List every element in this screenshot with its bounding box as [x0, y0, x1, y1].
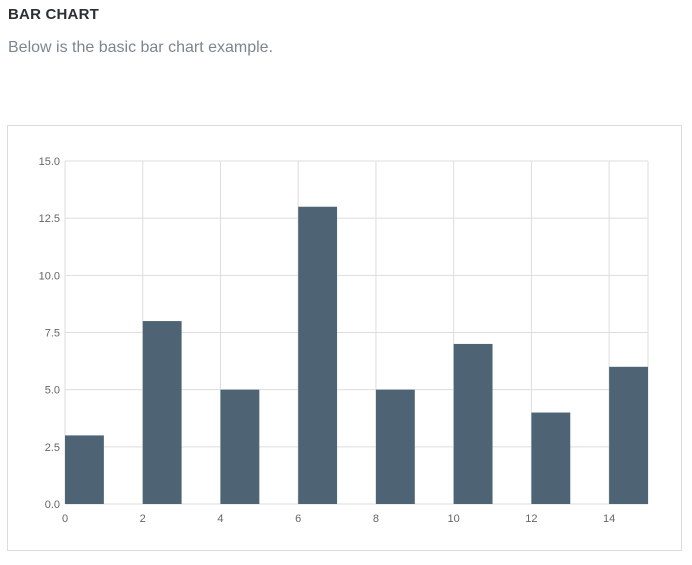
x-tick-label: 8: [373, 513, 379, 525]
x-axis-ticks: 0 2 4 6 8 10 12 14: [62, 513, 615, 525]
y-tick-label: 0.0: [45, 499, 60, 511]
x-tick-label: 6: [295, 513, 301, 525]
x-tick-label: 14: [603, 513, 615, 525]
bar: [143, 321, 182, 504]
page-subtitle: Below is the basic bar chart example.: [8, 39, 273, 57]
bar-chart: 0 2 4 6 8 10 12 14 0.0 2.5 5.0 7.5 10.0 12.5 15.0: [8, 126, 683, 552]
bar: [454, 344, 493, 504]
bar: [531, 413, 570, 504]
bar: [609, 367, 648, 504]
bar: [376, 390, 415, 504]
bars: [65, 207, 648, 504]
page-title: BAR CHART: [8, 6, 99, 23]
y-tick-label: 10.0: [39, 270, 60, 282]
y-tick-label: 12.5: [39, 213, 60, 225]
x-tick-label: 4: [217, 513, 223, 525]
y-tick-label: 2.5: [45, 442, 60, 454]
x-tick-label: 0: [62, 513, 68, 525]
bar: [298, 207, 337, 504]
chart-card: 0 2 4 6 8 10 12 14 0.0 2.5 5.0 7.5 10.0 12.5 15.0: [7, 125, 682, 551]
x-tick-label: 10: [448, 513, 460, 525]
bar: [65, 435, 104, 504]
y-tick-label: 5.0: [45, 385, 60, 397]
x-tick-label: 2: [140, 513, 146, 525]
y-axis-ticks: 0.0 2.5 5.0 7.5 10.0 12.5 15.0: [39, 156, 60, 511]
x-tick-label: 12: [525, 513, 537, 525]
y-tick-label: 15.0: [39, 156, 60, 168]
y-tick-label: 7.5: [45, 328, 60, 340]
bar: [220, 390, 259, 504]
